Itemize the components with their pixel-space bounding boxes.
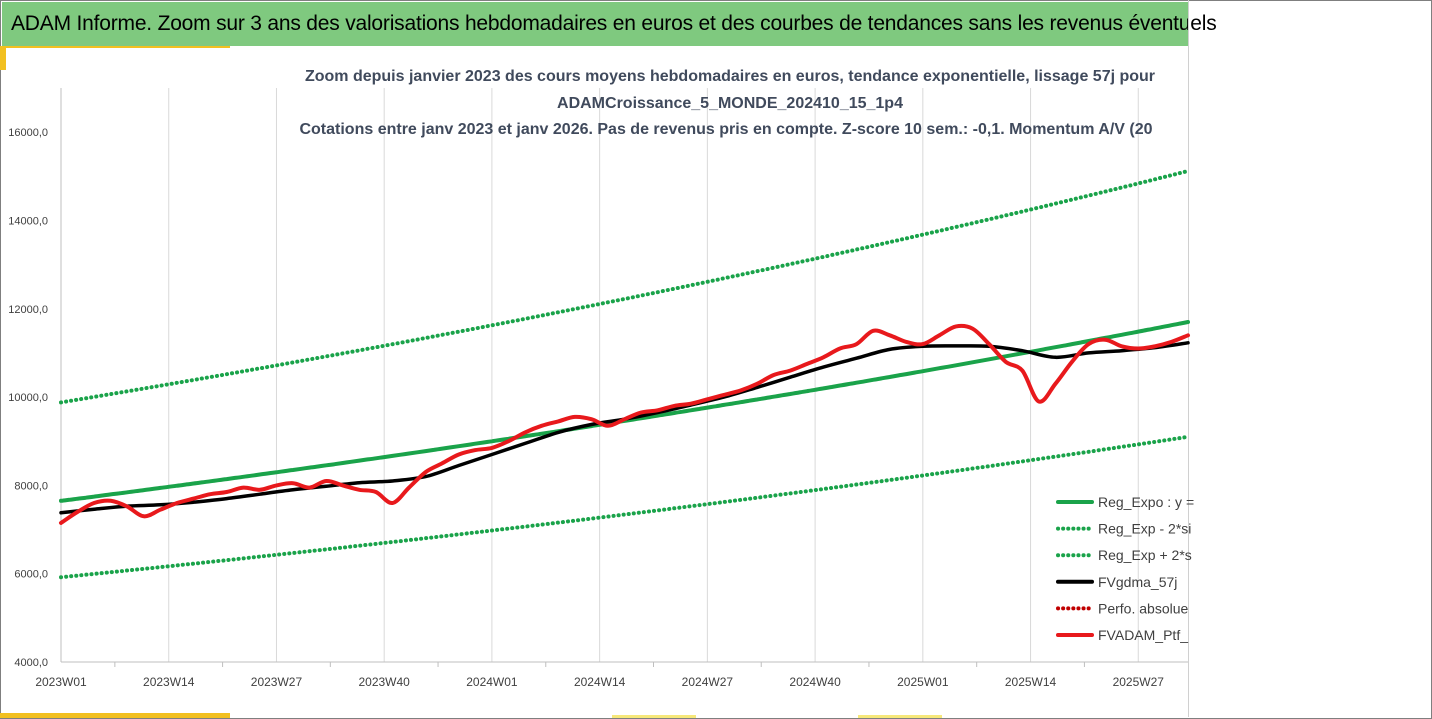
- legend-label: Reg_Exp + 2*s: [1098, 547, 1192, 563]
- report-header: ADAM Informe. Zoom sur 3 ans des valoris…: [2, 2, 1217, 46]
- chart-title-line-1: Zoom depuis janvier 2023 des cours moyen…: [305, 68, 1155, 85]
- legend-label: Perfo. absolue: [1098, 600, 1188, 616]
- x-tick-label: 2023W01: [35, 675, 87, 689]
- series-lower-band: [59, 434, 1190, 580]
- legend-label: Reg_Exp - 2*si: [1098, 521, 1191, 537]
- y-tick-label: 8000,0: [14, 480, 48, 492]
- x-tick-label: 2025W14: [1005, 675, 1057, 689]
- series-portfolio: [59, 323, 1190, 525]
- y-tick-label: 16000,0: [8, 127, 48, 139]
- chart-title-line-3: Cotations entre janv 2023 et janv 2026. …: [299, 121, 1152, 138]
- accent-bar-bottom-2: [612, 715, 696, 718]
- y-tick-label: 10000,0: [8, 392, 48, 404]
- x-tick-label: 2023W27: [251, 675, 303, 689]
- accent-bar-bottom-3: [858, 715, 942, 718]
- y-tick-label: 14000,0: [8, 215, 48, 227]
- x-tick-label: 2024W01: [466, 675, 518, 689]
- x-tick-label: 2025W01: [897, 675, 949, 689]
- y-tick-label: 6000,0: [14, 569, 48, 581]
- accent-bar-left: [0, 46, 6, 70]
- accent-bar-bottom: [0, 713, 230, 718]
- x-tick-label: 2024W40: [789, 675, 841, 689]
- legend-label: FVgdma_57j: [1098, 574, 1177, 590]
- legend-label: Reg_Expo : y =: [1098, 494, 1194, 510]
- x-tick-label: 2023W40: [358, 675, 410, 689]
- legend-label: FVADAM_Ptf_: [1098, 627, 1188, 643]
- chart-right-edge: [1188, 0, 1189, 717]
- accent-bar-top: [0, 46, 230, 48]
- report-title: ADAM Informe. Zoom sur 3 ans des valoris…: [11, 12, 1217, 35]
- y-tick-label: 12000,0: [8, 304, 48, 316]
- chart-title-line-2: ADAMCroissance_5_MONDE_202410_15_1p4: [557, 95, 903, 112]
- series-upper-band: [59, 169, 1190, 405]
- legend: Reg_Expo : y = Reg_Exp - 2*si Reg_Exp + 2*…: [1056, 494, 1194, 643]
- y-tick-label: 4000,0: [14, 657, 48, 669]
- x-tick-label: 2023W14: [143, 675, 195, 689]
- axes: 2023W01 2023W14 2023W27 2023W40 2024W01 2024W…: [8, 88, 1188, 689]
- x-tick-label: 2025W27: [1113, 675, 1165, 689]
- series: [59, 169, 1190, 580]
- x-tick-label: 2024W14: [574, 675, 626, 689]
- x-tick-label: 2024W27: [682, 675, 734, 689]
- chart-title: Zoom depuis janvier 2023 des cours moyen…: [299, 68, 1155, 138]
